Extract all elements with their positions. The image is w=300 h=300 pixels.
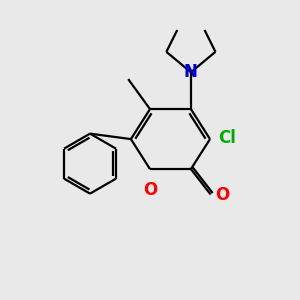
Text: O: O <box>215 186 229 204</box>
Text: N: N <box>184 63 198 81</box>
Text: Cl: Cl <box>218 129 236 147</box>
Text: O: O <box>143 181 157 199</box>
